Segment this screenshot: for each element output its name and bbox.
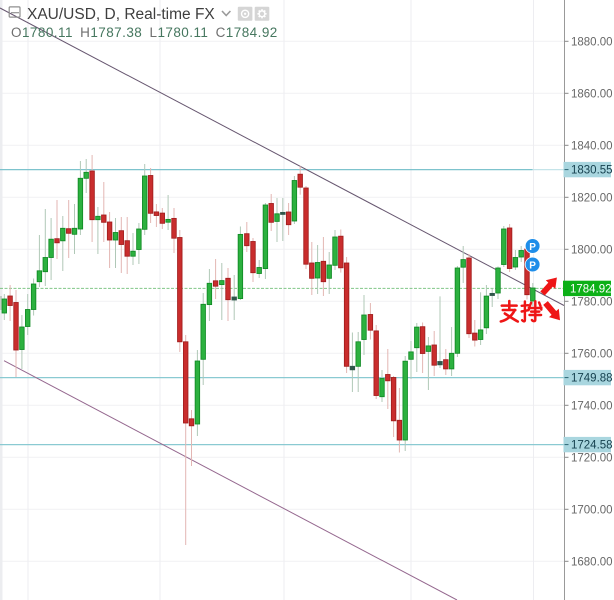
svg-text:1830.55: 1830.55 <box>571 165 613 177</box>
svg-text:1820.00: 1820.00 <box>571 192 613 204</box>
svg-text:P: P <box>529 242 536 253</box>
svg-text:1880.00: 1880.00 <box>571 36 613 48</box>
svg-text:1720.00: 1720.00 <box>571 452 613 464</box>
svg-text:1680.00: 1680.00 <box>571 556 613 568</box>
svg-text:1740.00: 1740.00 <box>571 400 613 412</box>
svg-text:1840.00: 1840.00 <box>571 140 613 152</box>
svg-text:1700.00: 1700.00 <box>571 504 613 516</box>
svg-text:1760.00: 1760.00 <box>571 348 613 360</box>
svg-text:1800.00: 1800.00 <box>571 244 613 256</box>
svg-text:O1780.11 H1787.38 L1780.11 C17: O1780.11 H1787.38 L1780.11 C1784.92 <box>11 25 285 40</box>
svg-text:1860.00: 1860.00 <box>571 88 613 100</box>
svg-text:1784.92: 1784.92 <box>570 284 612 296</box>
svg-text:1780.00: 1780.00 <box>571 296 613 308</box>
svg-text:XAU/USD, D, Real-time FX: XAU/USD, D, Real-time FX <box>27 6 215 23</box>
svg-text:1724.58: 1724.58 <box>571 440 613 452</box>
svg-text:P: P <box>529 260 536 271</box>
svg-text:1749.88: 1749.88 <box>571 373 613 385</box>
